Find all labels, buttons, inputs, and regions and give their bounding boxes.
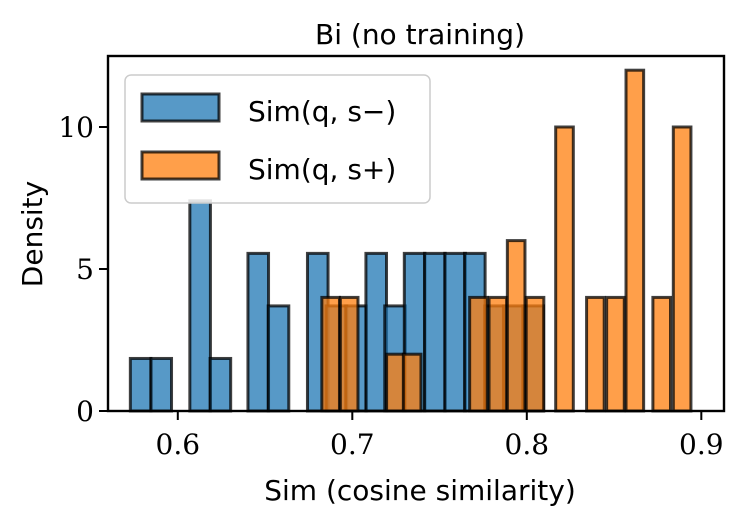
bar-negative bbox=[208, 356, 233, 413]
series-positive-bars bbox=[320, 68, 693, 413]
bar-positive bbox=[585, 295, 606, 413]
bar-negative bbox=[423, 251, 447, 413]
y-tick-label: 10 bbox=[58, 111, 94, 144]
x-tick-label: 0.6 bbox=[156, 428, 201, 461]
bar-negative bbox=[246, 251, 271, 413]
y-tick-label: 5 bbox=[76, 253, 94, 286]
legend-swatch-positive bbox=[140, 150, 221, 181]
legend-label-positive: Sim(q, s+) bbox=[248, 153, 396, 186]
bar-positive bbox=[468, 295, 489, 413]
y-tick-label: 0 bbox=[76, 395, 94, 428]
bar-negative bbox=[149, 356, 174, 413]
bar-positive bbox=[338, 295, 360, 413]
legend-label-negative: Sim(q, s−) bbox=[248, 95, 396, 128]
bar-negative bbox=[443, 251, 467, 413]
axes-frame bbox=[106, 54, 726, 413]
x-tick-label: 0.8 bbox=[505, 428, 550, 461]
bar-positive bbox=[505, 239, 527, 413]
legend-swatch-negative bbox=[140, 92, 221, 123]
bar-negative bbox=[128, 356, 153, 413]
legend: Sim(q, s−) Sim(q, s+) bbox=[124, 74, 431, 204]
bar-positive bbox=[554, 125, 575, 413]
bar-positive bbox=[320, 295, 341, 413]
bar-positive bbox=[385, 352, 406, 413]
y-axis-label: Density bbox=[16, 181, 49, 287]
chart-title: Bi (no training) bbox=[315, 18, 525, 51]
bar-positive bbox=[401, 352, 423, 413]
bar-negative bbox=[266, 304, 291, 413]
x-axis-label: Sim (cosine similarity) bbox=[264, 474, 576, 507]
x-axis-ticks: 0.6 0.7 0.8 0.9 bbox=[156, 411, 724, 461]
x-tick-label: 0.7 bbox=[330, 428, 375, 461]
bar-positive bbox=[487, 295, 509, 413]
bar-positive bbox=[651, 295, 673, 413]
bar-positive bbox=[671, 125, 693, 413]
bar-positive bbox=[524, 295, 546, 413]
x-tick-label: 0.9 bbox=[679, 428, 724, 461]
bar-negative bbox=[188, 199, 212, 413]
bar-positive bbox=[605, 295, 626, 413]
bar-positive bbox=[624, 68, 646, 413]
y-axis-ticks: 0 5 10 bbox=[58, 111, 108, 428]
